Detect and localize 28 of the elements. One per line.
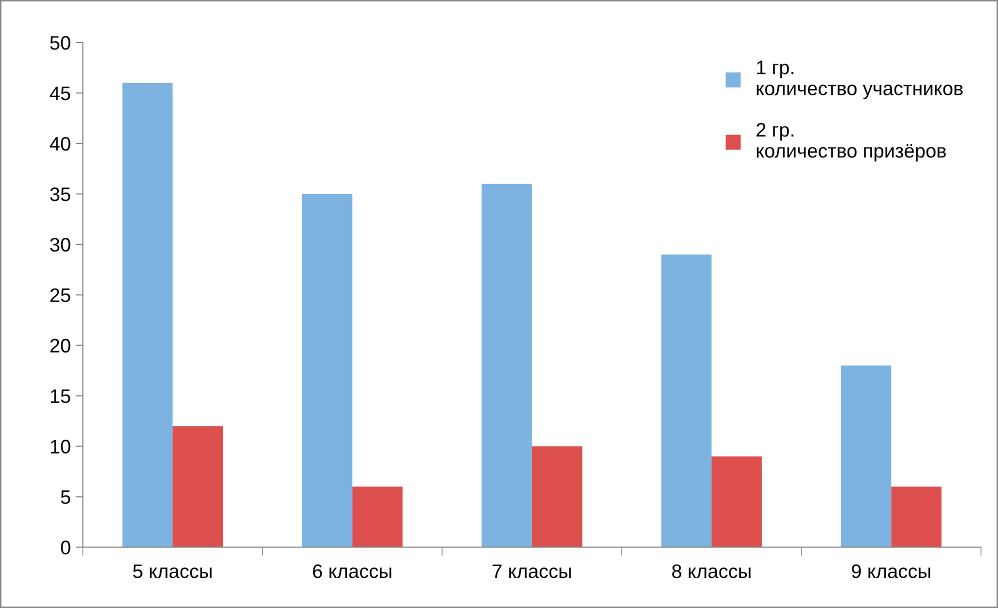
bar: [482, 184, 532, 548]
bar: [661, 254, 712, 548]
x-tick-label: 7 классы: [492, 564, 571, 578]
bar: [891, 486, 942, 548]
y-tick-label: 0: [60, 540, 70, 554]
x-tick-label: 5 классы: [133, 564, 212, 578]
y-tick-label: 20: [50, 338, 70, 353]
x-tick-label: 8 классы: [672, 564, 750, 578]
bar: [840, 366, 892, 548]
bar: [712, 456, 762, 548]
y-tick-label: 15: [50, 389, 70, 404]
y-tick-label: 25: [50, 288, 70, 302]
y-tick-label: 10: [50, 440, 70, 454]
bar: [302, 194, 352, 548]
y-tick-label: 40: [50, 136, 70, 151]
bar: [532, 446, 582, 548]
y-tick-label: 45: [50, 86, 70, 100]
y-tick-label: 35: [50, 187, 70, 202]
y-tick-label: 5: [60, 490, 70, 504]
y-tick-label: 30: [50, 238, 70, 252]
bar: [352, 486, 403, 548]
x-tick-label: 9 классы: [852, 564, 930, 578]
legend-label: 2 гр. количество призёров: [756, 122, 946, 162]
y-tick-label: 50: [50, 36, 70, 50]
legend-label: 1 гр. количество участников: [756, 60, 963, 100]
bar: [172, 426, 223, 548]
bar: [122, 82, 173, 548]
x-tick-label: 6 классы: [313, 564, 392, 578]
